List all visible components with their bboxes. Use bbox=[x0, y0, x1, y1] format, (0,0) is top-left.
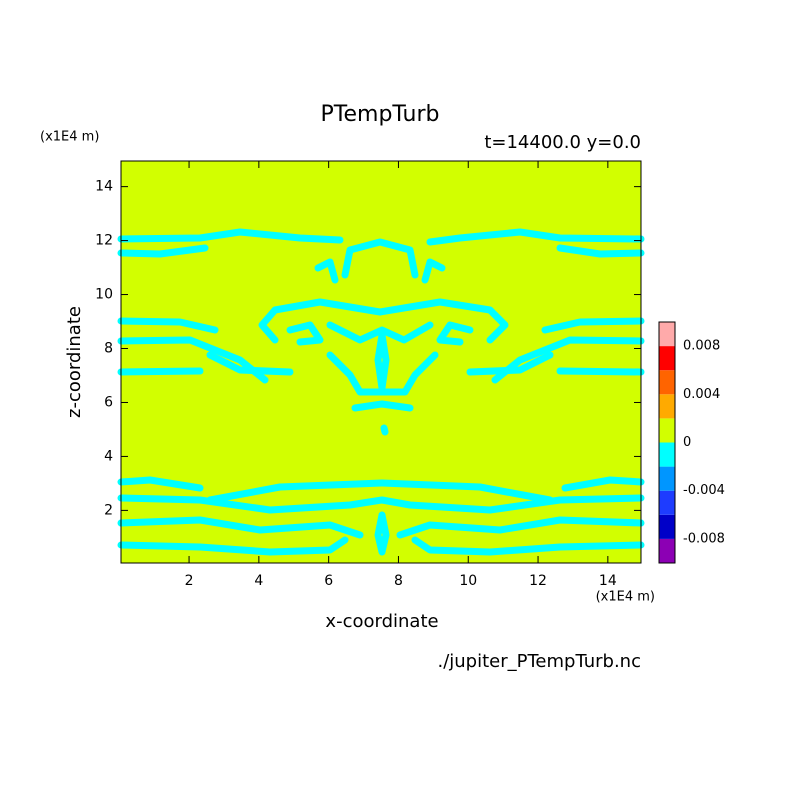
y-tick-label: 12 bbox=[95, 233, 113, 249]
colorbar-tick-label: -0.004 bbox=[683, 483, 725, 498]
contour-region bbox=[117, 536, 349, 556]
contour-region bbox=[117, 228, 344, 244]
source-file: ./jupiter_PTempTurb.nc bbox=[437, 651, 641, 672]
colorbar-tick-label: -0.008 bbox=[683, 531, 725, 546]
contour-region bbox=[206, 479, 554, 504]
contour-region bbox=[326, 351, 439, 396]
colorbar-bin bbox=[659, 370, 675, 395]
x-tick-label: 6 bbox=[324, 573, 333, 589]
y-axis-label: z-coordinate bbox=[64, 306, 85, 418]
contour-region bbox=[117, 494, 645, 514]
colorbar-tick-label: 0.008 bbox=[683, 339, 720, 354]
contour-region bbox=[436, 321, 474, 346]
contour-region bbox=[466, 351, 554, 376]
contour-region bbox=[351, 400, 414, 412]
y-tick-label: 10 bbox=[95, 287, 113, 303]
colorbar-bin bbox=[659, 442, 675, 467]
colorbar-bin bbox=[659, 346, 675, 371]
colorbar-bin bbox=[659, 322, 675, 347]
x-axis-label: x-coordinate bbox=[325, 611, 438, 632]
y-tick-label: 4 bbox=[104, 448, 113, 464]
contour-region bbox=[341, 238, 419, 279]
contour-region bbox=[426, 228, 645, 246]
colorbar-bin bbox=[659, 466, 675, 491]
x-tick-label: 4 bbox=[254, 573, 263, 589]
x-tick-label: 10 bbox=[459, 573, 477, 589]
colorbar-bin bbox=[659, 418, 675, 443]
contour-region bbox=[258, 298, 509, 344]
y-tick-label: 2 bbox=[104, 502, 113, 518]
plot-frame bbox=[120, 160, 642, 564]
contour-region bbox=[396, 516, 645, 539]
colorbar-bin bbox=[659, 394, 675, 419]
contour-region bbox=[117, 244, 209, 258]
chart-subtitle: t=14400.0 y=0.0 bbox=[484, 132, 641, 153]
y-unit: (x1E4 m) bbox=[40, 130, 99, 145]
contour-region bbox=[374, 511, 390, 556]
contour-region bbox=[421, 258, 446, 284]
contour-region bbox=[561, 476, 645, 492]
x-tick-label: 8 bbox=[394, 573, 403, 589]
contour-region bbox=[541, 317, 645, 334]
y-tick-label: 6 bbox=[104, 394, 113, 410]
colorbar-tick-label: 0.004 bbox=[683, 387, 720, 402]
colorbar-bin bbox=[659, 490, 675, 515]
contour-region bbox=[314, 258, 339, 284]
x-tick-label: 14 bbox=[599, 573, 617, 589]
colorbar-bin bbox=[659, 538, 675, 563]
contour-region bbox=[326, 321, 434, 344]
contour-region bbox=[556, 367, 645, 376]
contour-region bbox=[117, 317, 219, 334]
contour-region bbox=[380, 424, 389, 436]
contour-region bbox=[411, 536, 645, 556]
x-tick-label: 12 bbox=[529, 573, 547, 589]
y-tick-label: 8 bbox=[104, 341, 113, 357]
x-unit: (x1E4 m) bbox=[596, 590, 655, 605]
contour-region bbox=[117, 476, 204, 492]
contour-region bbox=[556, 244, 645, 258]
contour-region bbox=[374, 331, 390, 392]
colorbar-bin bbox=[659, 514, 675, 539]
contour-region bbox=[206, 351, 294, 376]
contour-region bbox=[117, 367, 204, 376]
contour-region bbox=[286, 321, 324, 346]
colorbar-tick-label: 0 bbox=[683, 435, 691, 450]
contour-region bbox=[117, 516, 364, 539]
x-tick-label: 2 bbox=[185, 573, 194, 589]
colorbar-frame bbox=[658, 321, 676, 564]
chart-title: PTempTurb bbox=[321, 102, 440, 127]
y-tick-label: 14 bbox=[95, 179, 113, 195]
